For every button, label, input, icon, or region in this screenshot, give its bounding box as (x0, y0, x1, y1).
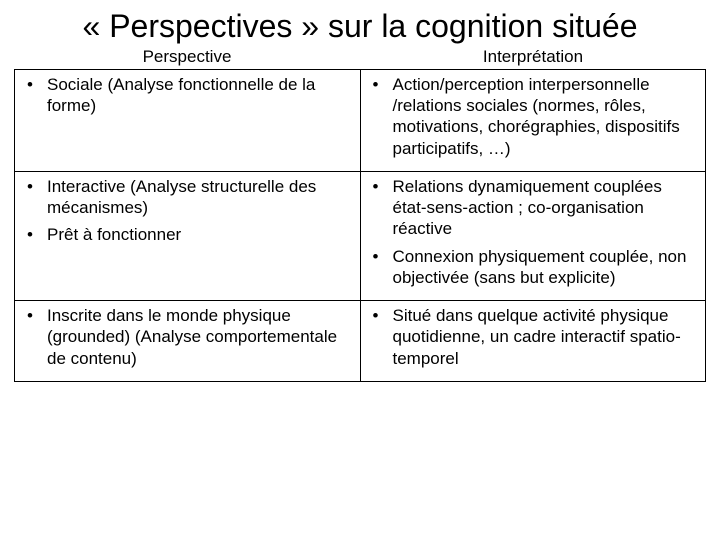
cell-perspective: Interactive (Analyse structurelle des mé… (15, 171, 361, 300)
list-item: Connexion physiquement couplée, non obje… (367, 246, 700, 289)
list-item: Prêt à fonctionner (21, 224, 354, 245)
perspectives-table: Sociale (Analyse fonctionnelle de la for… (14, 69, 706, 382)
cell-interpretation: Situé dans quelque activité physique quo… (360, 301, 706, 382)
cell-perspective: Sociale (Analyse fonctionnelle de la for… (15, 69, 361, 171)
cell-interpretation: Relations dynamiquement couplées état-se… (360, 171, 706, 300)
list-item: Relations dynamiquement couplées état-se… (367, 176, 700, 240)
cell-perspective: Inscrite dans le monde physique (grounde… (15, 301, 361, 382)
slide-title: « Perspectives » sur la cognition située (14, 8, 706, 45)
column-headers: Perspective Interprétation (14, 47, 706, 69)
col-header-interpretation: Interprétation (360, 47, 706, 69)
table-row: Interactive (Analyse structurelle des mé… (15, 171, 706, 300)
list-item: Situé dans quelque activité physique quo… (367, 305, 700, 369)
table-row: Inscrite dans le monde physique (grounde… (15, 301, 706, 382)
table-row: Sociale (Analyse fonctionnelle de la for… (15, 69, 706, 171)
col-header-perspective: Perspective (14, 47, 360, 69)
cell-interpretation: Action/perception interpersonnelle /rela… (360, 69, 706, 171)
list-item: Interactive (Analyse structurelle des mé… (21, 176, 354, 219)
list-item: Inscrite dans le monde physique (grounde… (21, 305, 354, 369)
list-item: Action/perception interpersonnelle /rela… (367, 74, 700, 159)
list-item: Sociale (Analyse fonctionnelle de la for… (21, 74, 354, 117)
